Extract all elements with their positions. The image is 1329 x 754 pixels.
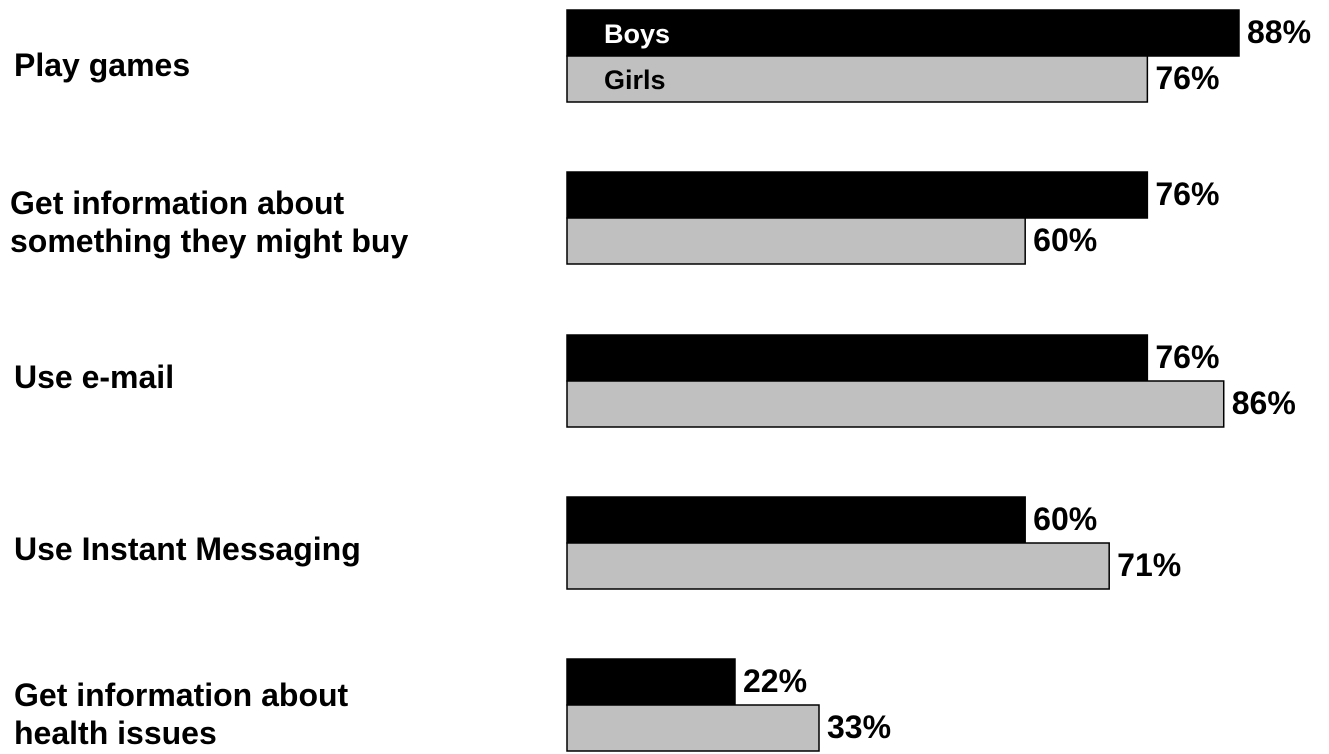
girls-value-label: 86% [1231, 385, 1296, 421]
legend-boys: Boys [604, 19, 671, 49]
category-label: Play games [14, 47, 191, 83]
boys-value-label: 88% [1247, 14, 1312, 50]
boys-value-label: 60% [1033, 501, 1098, 537]
boys-bar [566, 171, 1149, 219]
category-label: Use e-mail [14, 359, 175, 395]
boys-bar [566, 9, 1240, 57]
girls-bar [566, 542, 1110, 590]
boys-bar [566, 658, 736, 706]
girls-value-label: 60% [1033, 222, 1098, 258]
girls-bar [566, 217, 1026, 265]
boys-bar [566, 496, 1026, 544]
girls-bar [566, 380, 1225, 428]
boys-value-label: 76% [1155, 339, 1220, 375]
girls-value-label: 33% [827, 709, 892, 745]
girls-value-label: 76% [1155, 60, 1220, 96]
category-label: Get information about health issues [14, 677, 349, 751]
boys-value-label: 76% [1155, 176, 1220, 212]
legend-girls: Girls [604, 65, 666, 95]
category-label: Use Instant Messaging [14, 531, 361, 567]
girls-bar [566, 55, 1149, 103]
girls-bar [566, 704, 820, 752]
girls-value-label: 71% [1117, 547, 1182, 583]
category-label: Get information about something they mig… [10, 185, 409, 259]
boys-value-label: 22% [743, 663, 808, 699]
boys-bar [566, 334, 1149, 382]
